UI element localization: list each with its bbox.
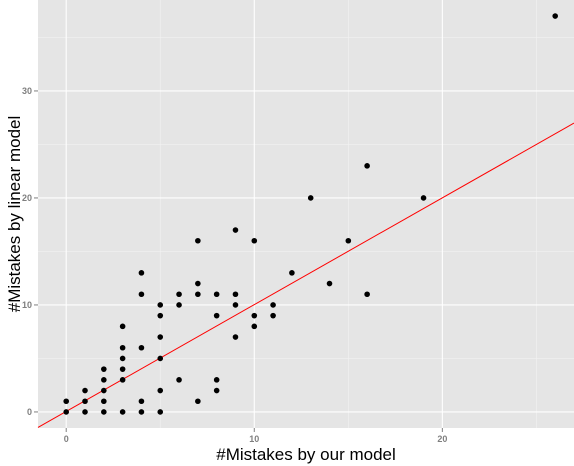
x-tick-label: 0 <box>64 434 69 444</box>
y-tick-label: 30 <box>22 86 32 96</box>
data-point <box>289 270 295 276</box>
data-point <box>82 387 88 394</box>
data-point <box>138 409 145 415</box>
data-point <box>101 366 107 372</box>
data-point <box>82 409 88 415</box>
data-point <box>119 409 126 415</box>
data-point <box>213 312 220 319</box>
data-point <box>138 270 145 276</box>
data-point <box>270 312 276 319</box>
x-axis-title: #Mistakes by our model <box>216 445 396 464</box>
data-point <box>195 237 201 244</box>
data-point <box>82 398 88 405</box>
data-point <box>157 355 164 362</box>
data-point <box>157 387 164 394</box>
data-point <box>176 302 182 308</box>
minor-gridlines <box>38 0 574 428</box>
data-point <box>119 344 126 351</box>
data-point <box>307 195 314 201</box>
data-point <box>251 312 258 319</box>
data-point <box>213 387 220 394</box>
data-point <box>101 387 107 394</box>
major-gridlines <box>38 0 574 428</box>
data-point <box>213 377 220 383</box>
x-tick-label: 20 <box>437 434 447 444</box>
y-tick-label: 10 <box>22 300 32 310</box>
data-point <box>119 355 126 362</box>
data-point <box>195 291 201 298</box>
data-point <box>176 291 182 298</box>
data-point <box>270 302 276 308</box>
data-point <box>157 312 164 319</box>
x-axis-ticks: 0 10 20 <box>64 428 447 444</box>
data-point <box>63 409 70 415</box>
data-point <box>101 398 107 405</box>
data-point <box>364 291 370 298</box>
data-point <box>138 398 145 405</box>
y-tick-label: 0 <box>27 407 32 417</box>
data-point <box>119 377 126 383</box>
plot-panel <box>38 0 574 428</box>
data-point <box>157 334 164 340</box>
y-axis-title: #Mistakes by linear model <box>5 116 24 313</box>
data-point <box>195 280 201 287</box>
data-point <box>251 323 258 330</box>
data-point <box>232 291 239 298</box>
data-point <box>326 280 333 287</box>
data-point <box>251 237 258 244</box>
data-point <box>345 237 352 244</box>
y-tick-label: 20 <box>22 193 32 203</box>
fit-line <box>37 122 574 428</box>
data-point <box>119 366 126 372</box>
y-axis-ticks: 0 10 20 30 <box>22 86 38 417</box>
data-point <box>138 344 145 351</box>
data-point <box>213 291 220 298</box>
data-point <box>552 13 558 19</box>
data-point <box>138 291 145 298</box>
data-point <box>364 163 370 169</box>
data-point <box>232 334 239 340</box>
data-point <box>63 398 70 405</box>
data-point <box>157 302 164 308</box>
data-point <box>157 409 164 415</box>
data-point <box>176 377 182 383</box>
data-point <box>232 227 239 233</box>
data-point <box>119 323 126 330</box>
data-point <box>101 377 107 383</box>
data-point <box>101 409 107 415</box>
x-tick-label: 10 <box>249 434 259 444</box>
data-point <box>232 302 239 308</box>
data-point <box>420 195 427 201</box>
data-points <box>63 13 558 415</box>
data-point <box>195 398 201 405</box>
